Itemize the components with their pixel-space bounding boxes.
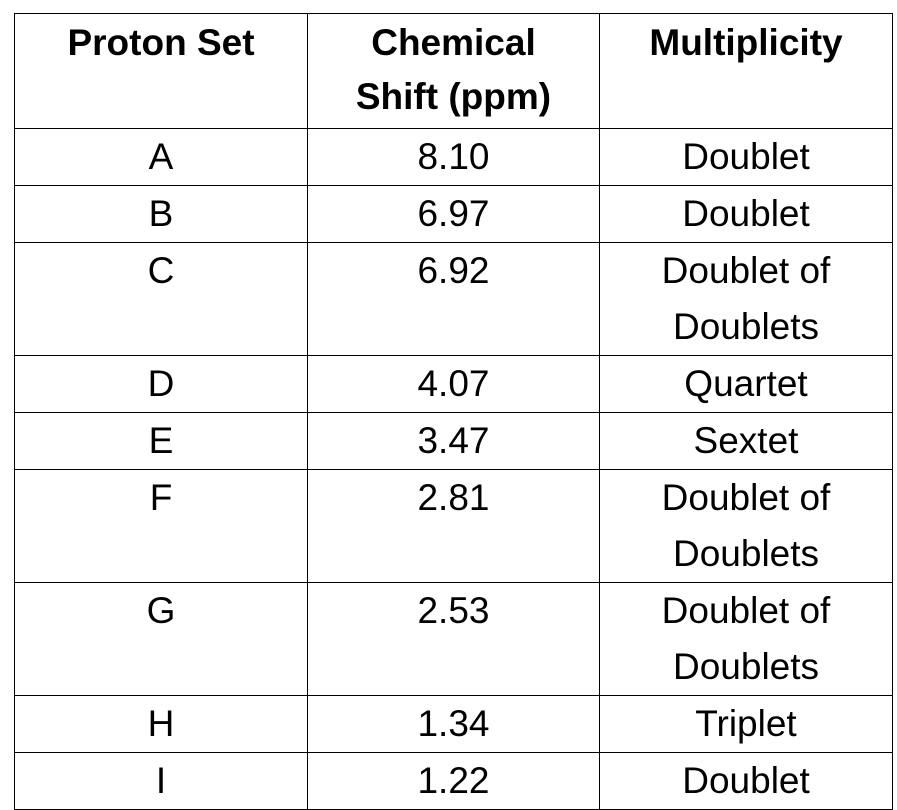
proton-set-cell: B xyxy=(14,185,308,243)
multiplicity-cell: Doublet xyxy=(599,752,893,810)
table-row: H 1.34 Triplet xyxy=(14,695,893,753)
table-row: C 6.92 Doublet of Doublets xyxy=(14,242,893,356)
multiplicity-cell: Doublet xyxy=(599,185,893,243)
chemical-shift-cell: 1.34 xyxy=(307,695,600,753)
chemical-shift-cell: 6.92 xyxy=(307,242,600,356)
proton-set-cell: C xyxy=(14,242,308,356)
proton-set-cell: A xyxy=(14,128,308,186)
header-row: Proton Set Chemical Shift (ppm) Multipli… xyxy=(14,13,893,129)
proton-set-cell: F xyxy=(14,469,308,583)
chemical-shift-cell: 3.47 xyxy=(307,412,600,470)
proton-set-cell: D xyxy=(14,355,308,413)
chemical-shift-cell: 8.10 xyxy=(307,128,600,186)
table-row: I 1.22 Doublet xyxy=(14,752,893,810)
multiplicity-cell: Sextet xyxy=(599,412,893,470)
header-multiplicity: Multiplicity xyxy=(599,13,893,129)
chemical-shift-cell: 2.81 xyxy=(307,469,600,583)
chemical-shift-cell: 2.53 xyxy=(307,582,600,696)
multiplicity-cell: Quartet xyxy=(599,355,893,413)
chemical-shift-cell: 4.07 xyxy=(307,355,600,413)
proton-set-cell: G xyxy=(14,582,308,696)
multiplicity-cell: Triplet xyxy=(599,695,893,753)
chemical-shift-cell: 1.22 xyxy=(307,752,600,810)
nmr-data-table: Proton Set Chemical Shift (ppm) Multipli… xyxy=(14,13,893,810)
chemical-shift-cell: 6.97 xyxy=(307,185,600,243)
header-chemical-shift: Chemical Shift (ppm) xyxy=(307,13,600,129)
proton-set-cell: H xyxy=(14,695,308,753)
table-row: F 2.81 Doublet of Doublets xyxy=(14,469,893,583)
multiplicity-cell: Doublet xyxy=(599,128,893,186)
table-row: E 3.47 Sextet xyxy=(14,412,893,470)
multiplicity-cell: Doublet of Doublets xyxy=(599,242,893,356)
table-row: D 4.07 Quartet xyxy=(14,355,893,413)
header-proton-set: Proton Set xyxy=(14,13,308,129)
proton-set-cell: I xyxy=(14,752,308,810)
multiplicity-cell: Doublet of Doublets xyxy=(599,582,893,696)
table-row: A 8.10 Doublet xyxy=(14,128,893,186)
multiplicity-cell: Doublet of Doublets xyxy=(599,469,893,583)
table-row: G 2.53 Doublet of Doublets xyxy=(14,582,893,696)
proton-set-cell: E xyxy=(14,412,308,470)
table-row: B 6.97 Doublet xyxy=(14,185,893,243)
